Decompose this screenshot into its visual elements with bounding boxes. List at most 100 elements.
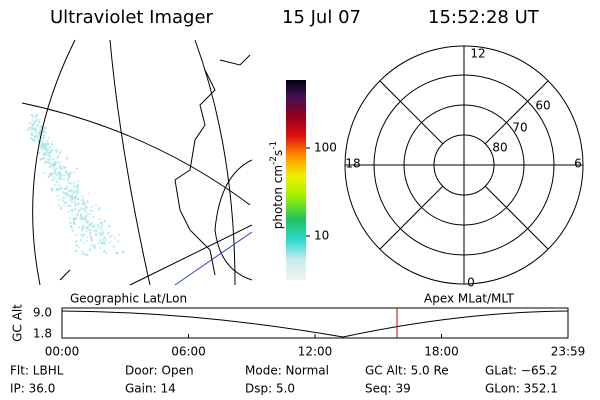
y-tick-label: 1.8 bbox=[33, 327, 52, 341]
speckle bbox=[105, 252, 108, 255]
speckle bbox=[86, 235, 89, 238]
speckle bbox=[55, 168, 58, 171]
speckle bbox=[71, 182, 74, 185]
speckle bbox=[97, 208, 100, 211]
unit: s bbox=[271, 150, 285, 156]
x-tick-label: 12:00 bbox=[298, 345, 333, 359]
speckle bbox=[37, 132, 40, 135]
speckle bbox=[42, 151, 45, 154]
speckle bbox=[93, 244, 96, 247]
speckle bbox=[34, 136, 37, 139]
speckle bbox=[41, 147, 44, 150]
speckle bbox=[68, 176, 71, 179]
speckle bbox=[51, 158, 54, 161]
speckle bbox=[65, 157, 68, 160]
speckle bbox=[88, 213, 91, 216]
speckle bbox=[91, 205, 94, 208]
speckle bbox=[85, 230, 88, 233]
speckle bbox=[45, 160, 48, 163]
speckle bbox=[65, 191, 68, 194]
speckle bbox=[71, 194, 74, 197]
speckle bbox=[83, 233, 86, 236]
speckle bbox=[48, 160, 51, 163]
speckle bbox=[101, 234, 104, 237]
speckle bbox=[59, 171, 62, 174]
speckle bbox=[42, 127, 45, 130]
speckle bbox=[39, 145, 42, 148]
lat-label: 60 bbox=[535, 99, 550, 113]
speckle bbox=[34, 131, 37, 134]
speckle bbox=[73, 191, 76, 194]
speckle bbox=[70, 198, 73, 201]
speckle bbox=[68, 217, 71, 220]
speckle bbox=[31, 133, 34, 136]
speckle bbox=[34, 128, 37, 131]
speckle bbox=[82, 201, 85, 204]
speckle bbox=[42, 139, 45, 142]
speckle bbox=[68, 173, 71, 176]
speckle bbox=[92, 245, 95, 248]
speckle bbox=[55, 180, 58, 183]
speckle bbox=[44, 143, 47, 146]
exponent: -1 bbox=[269, 141, 279, 150]
speckle bbox=[38, 121, 41, 124]
speckle bbox=[42, 171, 45, 174]
colorbar-tick: 100 bbox=[314, 141, 337, 155]
speckle bbox=[75, 217, 78, 220]
speckle bbox=[35, 126, 38, 129]
speckle bbox=[78, 209, 81, 212]
speckle bbox=[79, 234, 82, 237]
speckle bbox=[90, 236, 93, 239]
speckle bbox=[38, 151, 41, 154]
speckle bbox=[59, 161, 62, 164]
speckle bbox=[75, 234, 78, 237]
x-tick-label: 00:00 bbox=[45, 345, 80, 359]
speckle bbox=[57, 188, 60, 191]
speckle bbox=[49, 150, 52, 153]
speckle bbox=[91, 222, 94, 225]
unit: photon cm bbox=[271, 165, 285, 229]
speckle bbox=[76, 197, 79, 200]
speckle bbox=[83, 216, 86, 219]
speckle bbox=[70, 190, 73, 193]
y-axis-label: GC Alt bbox=[11, 304, 25, 342]
speckle bbox=[44, 146, 47, 149]
speckle bbox=[101, 232, 104, 235]
speckle bbox=[46, 144, 49, 147]
speckle bbox=[91, 244, 94, 247]
speckle bbox=[33, 135, 36, 138]
speckle bbox=[37, 135, 40, 138]
speckle bbox=[69, 182, 72, 185]
speckle bbox=[64, 170, 67, 173]
speckle bbox=[73, 197, 76, 200]
speckle bbox=[38, 131, 41, 134]
speckle bbox=[59, 185, 62, 188]
speckle bbox=[51, 189, 54, 192]
speckle bbox=[103, 243, 106, 246]
speckle bbox=[107, 232, 110, 235]
mlt-label: 0 bbox=[467, 276, 475, 290]
speckle bbox=[69, 204, 72, 207]
info-field: GC Alt: 5.0 Re bbox=[365, 364, 449, 378]
x-tick-label: 23:59 bbox=[551, 345, 586, 359]
timeline-title: Apex MLat/MLT bbox=[424, 292, 514, 306]
speckle bbox=[38, 133, 41, 136]
speckle bbox=[57, 195, 60, 198]
speckle bbox=[104, 239, 107, 242]
speckle bbox=[49, 174, 52, 177]
speckle bbox=[57, 161, 60, 164]
speckle bbox=[86, 253, 89, 256]
speckle bbox=[95, 231, 98, 234]
speckle bbox=[39, 130, 42, 133]
speckle bbox=[39, 141, 42, 144]
speckle bbox=[43, 152, 46, 155]
speckle bbox=[45, 151, 48, 154]
speckle bbox=[49, 151, 52, 154]
info-field: GLat: −65.2 bbox=[485, 364, 558, 378]
speckle bbox=[31, 127, 34, 130]
speckle bbox=[46, 154, 49, 157]
speckle bbox=[81, 229, 84, 232]
speckle bbox=[30, 132, 33, 135]
speckle bbox=[46, 162, 49, 165]
